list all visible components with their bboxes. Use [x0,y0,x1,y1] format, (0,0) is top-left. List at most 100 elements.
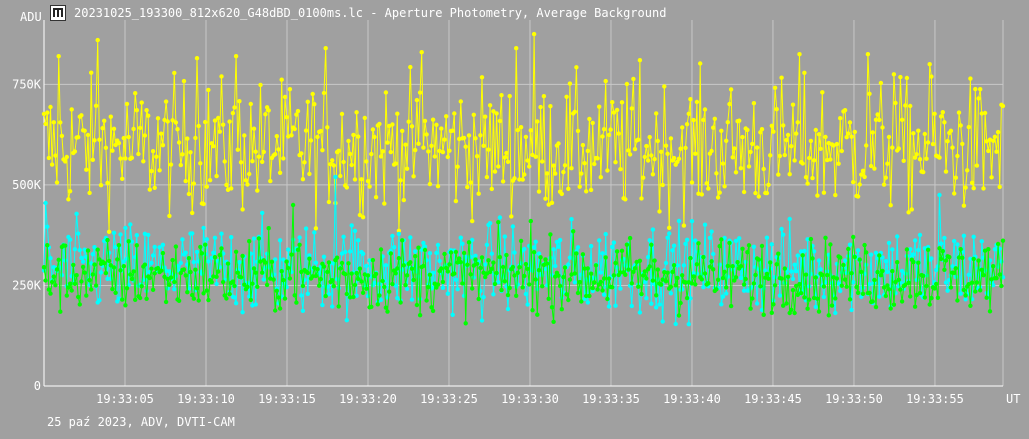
data-point [644,143,649,149]
x-axis-label: UT [1006,392,1020,406]
data-point [185,136,190,141]
data-point [193,135,198,141]
data-point [543,196,548,201]
data-point [911,259,916,265]
data-point [938,241,944,246]
data-point [886,134,892,140]
data-point [80,259,86,264]
data-point [675,263,680,268]
data-point [745,127,750,133]
data-point [129,276,135,282]
data-point [600,288,605,293]
data-point [759,127,765,132]
data-point [214,281,219,287]
data-point [969,180,975,185]
data-point [517,177,522,182]
data-point [333,174,338,180]
data-point [494,270,499,276]
data-point [956,255,962,260]
data-point [733,170,739,175]
data-point [999,283,1004,289]
data-point [557,237,563,243]
data-point [439,266,444,271]
data-point [564,94,569,100]
data-point [839,283,844,288]
data-point [149,260,154,266]
data-point [411,174,416,179]
data-point [365,273,371,278]
data-point [160,250,166,256]
data-point [1000,103,1006,109]
data-point [448,250,454,255]
data-point [914,277,919,283]
data-point [684,237,690,242]
data-point [484,242,490,247]
data-point [756,194,761,199]
data-point [768,260,773,265]
data-point [859,269,864,275]
data-point [841,262,846,268]
data-point [986,148,991,154]
data-point [496,220,501,225]
data-point [971,186,976,191]
data-point [67,237,73,242]
data-point [982,110,988,116]
data-point [440,285,446,290]
data-point [183,273,188,278]
data-point [219,246,224,251]
data-point [846,246,851,252]
data-point [455,287,460,292]
data-point [258,259,263,264]
data-point [776,172,781,177]
data-point [284,259,289,264]
data-point [878,80,884,86]
data-point [334,255,340,260]
data-point [880,268,885,274]
data-point [754,145,760,150]
data-point [745,250,750,255]
data-point [479,75,485,80]
data-point [347,151,353,157]
data-point [299,293,304,298]
data-point [642,154,647,160]
data-point [207,178,213,183]
data-point [505,306,511,312]
data-point [390,281,395,287]
data-point [150,253,156,258]
data-point [417,90,423,95]
data-point [660,319,665,324]
data-point [911,131,916,136]
data-point [478,133,483,138]
data-point [725,120,730,125]
data-point [123,303,128,308]
data-point [912,238,918,243]
data-point [302,160,307,165]
data-point [49,162,55,167]
data-point [468,254,473,260]
data-point [873,304,879,310]
data-point [595,156,600,161]
data-point [691,271,696,276]
data-point [287,276,293,281]
data-point [826,313,831,318]
data-point [927,61,932,67]
data-point [943,169,949,174]
data-point [396,256,402,261]
data-point [194,286,200,291]
data-point [201,225,206,231]
data-point [598,270,603,275]
data-point [994,276,999,281]
data-point [567,81,573,86]
data-point [505,159,511,164]
data-point [976,258,981,263]
data-point [124,101,130,107]
data-point [536,189,542,194]
data-point [966,282,971,287]
data-point [807,297,812,302]
data-point [268,276,273,281]
data-point [605,296,610,302]
data-point [825,272,830,278]
data-point [719,237,724,242]
y-tick-label: 500K [12,178,42,192]
